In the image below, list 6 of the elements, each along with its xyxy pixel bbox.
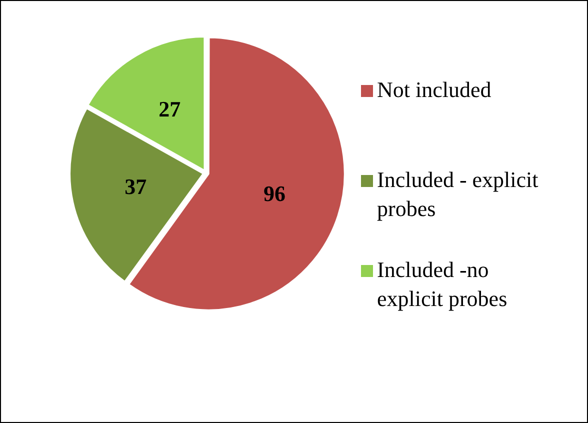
data-label: 96 xyxy=(263,180,286,206)
data-label: 27 xyxy=(158,96,181,122)
legend-label: Included - explicit probes xyxy=(377,166,540,223)
data-label: 37 xyxy=(124,174,147,200)
legend-label: Not included xyxy=(377,76,492,104)
legend-label: Included -no explicit probes xyxy=(377,256,508,313)
